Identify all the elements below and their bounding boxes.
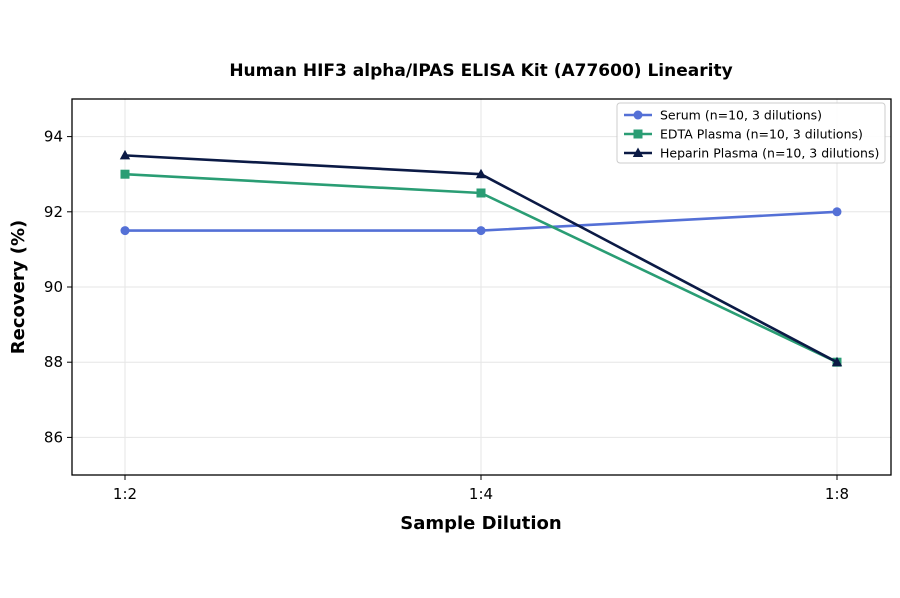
y-axis-label: Recovery (%) [8, 220, 29, 354]
data-point [120, 169, 130, 179]
legend-swatch-marker [632, 147, 644, 157]
legend: Serum (n=10, 3 dilutions) EDTA Plasma (n=… [616, 102, 886, 164]
data-point [119, 149, 131, 160]
x-tick-label: 1:8 [825, 485, 849, 503]
data-point [476, 226, 486, 236]
legend-swatch-marker [633, 110, 643, 120]
x-axis-label: Sample Dilution [400, 513, 561, 534]
legend-label: Heparin Plasma (n=10, 3 dilutions) [660, 146, 879, 161]
chart-title: Human HIF3 alpha/IPAS ELISA Kit (A77600)… [229, 61, 732, 81]
data-point [475, 168, 487, 179]
legend-swatch-marker [633, 129, 643, 139]
y-tick-label: 88 [44, 353, 63, 371]
data-point [120, 226, 130, 236]
data-point [831, 356, 843, 367]
x-tick-label: 1:2 [113, 485, 137, 503]
legend-box [616, 102, 886, 164]
y-tick-label: 94 [44, 128, 63, 146]
data-point [832, 207, 842, 217]
y-tick-label: 92 [44, 203, 63, 221]
y-tick-label: 86 [44, 428, 63, 446]
series-2 [119, 149, 843, 367]
x-tick-label: 1:4 [469, 485, 493, 503]
y-tick-label: 90 [44, 278, 63, 296]
series-layer [119, 149, 843, 367]
legend-label: Serum (n=10, 3 dilutions) [660, 108, 822, 123]
x-axis-ticks: 1:2 1:4 1:8 [113, 475, 849, 503]
y-axis-ticks: 86 88 90 92 94 [44, 128, 72, 446]
legend-item: Heparin Plasma (n=10, 3 dilutions) [624, 146, 879, 161]
series-0 [120, 207, 842, 236]
data-point [476, 188, 486, 198]
legend-item: Serum (n=10, 3 dilutions) [624, 108, 822, 123]
legend-item: EDTA Plasma (n=10, 3 dilutions) [624, 127, 863, 142]
legend-label: EDTA Plasma (n=10, 3 dilutions) [660, 127, 863, 142]
